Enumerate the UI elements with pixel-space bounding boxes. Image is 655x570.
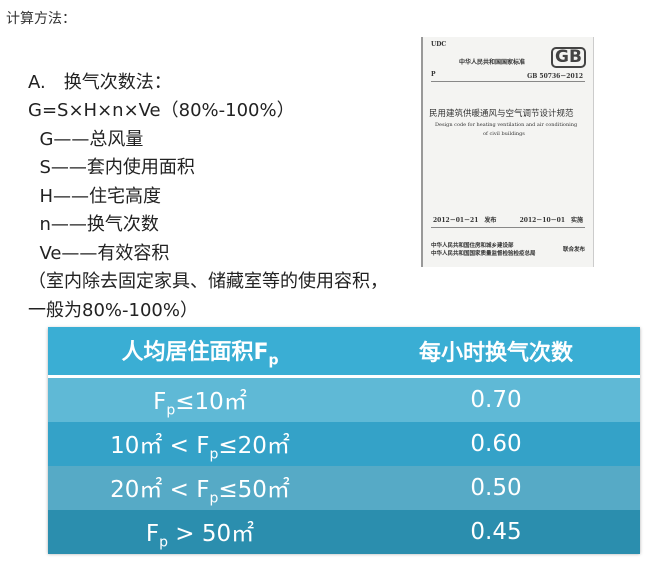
- cover-effective: 2012－10－01 实施: [519, 217, 583, 224]
- cover-title-cn: 民用建筑供暖通风与空气调节设计规范: [429, 109, 574, 119]
- area-pre: 10㎡ < F: [110, 432, 210, 459]
- cover-joint: 联合发布: [562, 247, 585, 253]
- cover-issue: 2012－01－21 发布: [433, 217, 497, 224]
- rate-cell: 0.60: [470, 431, 522, 457]
- method-line: Ve——有效容积: [28, 242, 170, 264]
- area-post: > 50㎡: [167, 520, 255, 547]
- table-row: 10㎡ < Fp≤20㎡ 0.60: [48, 422, 640, 466]
- cover-org: 中华人民共和国国家标准: [459, 59, 526, 66]
- area-cell: Fp≤10㎡: [48, 382, 352, 419]
- area-sub: p: [209, 446, 219, 463]
- area-post: ≤10㎡: [175, 388, 247, 415]
- area-post: ≤20㎡: [218, 432, 290, 459]
- area-sub: p: [159, 534, 168, 551]
- area-cell: 10㎡ < Fp≤20㎡: [48, 426, 352, 463]
- table-row: Fp≤10㎡ 0.70: [48, 378, 640, 422]
- table-header: 人均居住面积Fp 每小时换气次数: [48, 327, 640, 378]
- cover-publisher: 中华人民共和国国家质量监督检验检疫总局: [431, 251, 536, 257]
- rate-cell: 0.50: [470, 475, 522, 501]
- area-sub: p: [166, 402, 176, 419]
- method-text: A. 换气次数法： G=S×H×n×Ve（80%-100%） G——总风量 S——…: [28, 40, 388, 354]
- cover-title-en: of civil buildings: [483, 131, 525, 137]
- table-row: Fp > 50㎡ 0.45: [48, 510, 640, 554]
- method-line: A. 换气次数法：: [28, 71, 172, 93]
- cover-title-en: Design code for heating ventilation and …: [435, 122, 578, 128]
- header-rate: 每小时换气次数: [418, 341, 573, 366]
- method-line: H——住宅高度: [28, 185, 161, 207]
- cover-udc: UDC: [431, 41, 447, 48]
- cover-code: GB 50736－2012: [527, 73, 583, 80]
- method-line: G=S×H×n×Ve（80%-100%）: [28, 100, 295, 121]
- rate-cell: 0.70: [470, 387, 522, 413]
- area-cell: Fp > 50㎡: [48, 514, 352, 551]
- area-post: ≤50㎡: [218, 476, 290, 503]
- cover-publisher: 中华人民共和国住房和城乡建设部: [431, 243, 514, 249]
- area-pre: F: [145, 520, 160, 547]
- method-line: G——总风量: [28, 128, 144, 150]
- standard-cover-image: UDC 中华人民共和国国家标准 GB P GB 50736－2012 民用建筑供…: [421, 37, 594, 267]
- area-sub: p: [209, 490, 219, 507]
- rate-cell: 0.45: [470, 519, 522, 545]
- header-area: 人均居住面积Fp: [48, 334, 352, 368]
- method-line: 一般为80%-100%）: [28, 299, 198, 321]
- ventilation-table: 人均居住面积Fp 每小时换气次数 Fp≤10㎡ 0.70 10㎡ < Fp≤20㎡ 0…: [48, 327, 640, 554]
- area-pre: F: [153, 388, 167, 415]
- gb-logo: GB: [551, 47, 586, 68]
- intro-label: 计算方法：: [6, 11, 76, 27]
- header-area-text: 人均居住面积F: [121, 339, 269, 365]
- header-sub: p: [268, 352, 279, 369]
- method-line: S——套内使用面积: [28, 157, 195, 178]
- area-cell: 20㎡ < Fp≤50㎡: [48, 470, 352, 507]
- cover-p: P: [431, 71, 436, 78]
- area-pre: 20㎡ < F: [110, 476, 210, 503]
- method-line: n——换气次数: [28, 214, 159, 235]
- method-line: （室内除去固定家具、储藏室等的使用容积，: [28, 271, 388, 292]
- table-row: 20㎡ < Fp≤50㎡ 0.50: [48, 466, 640, 510]
